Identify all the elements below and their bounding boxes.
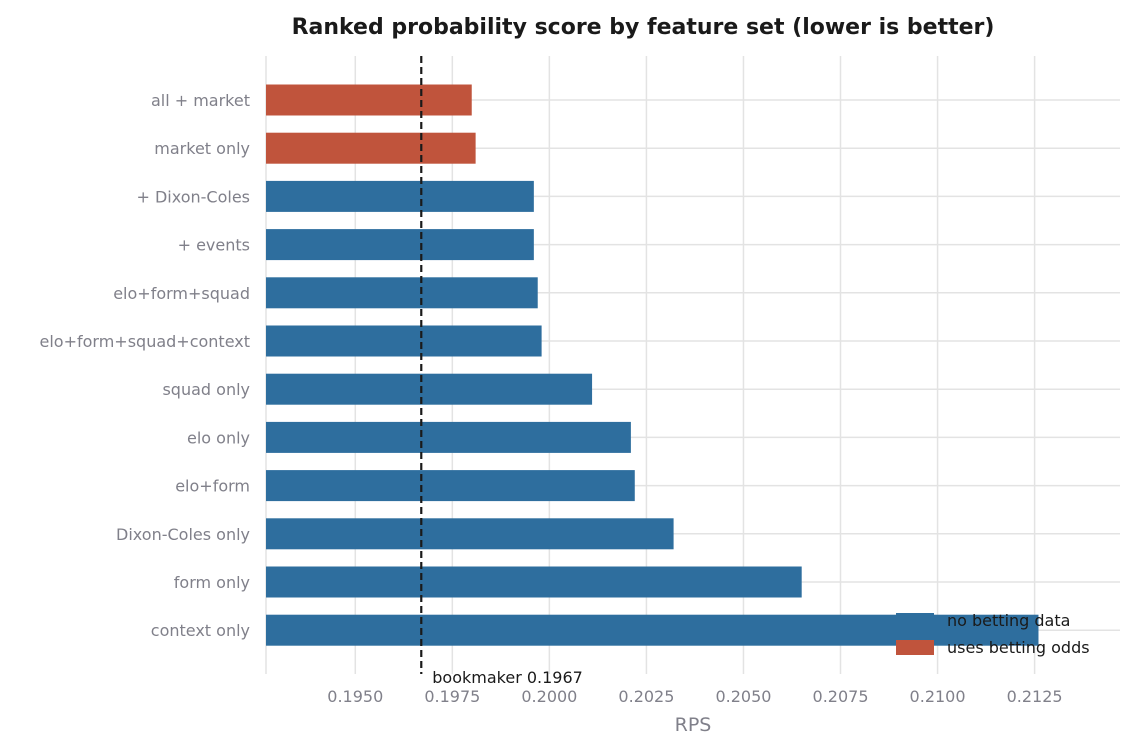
x-tick-label: 0.2100 — [910, 687, 966, 706]
y-tick-label: + Dixon-Coles — [136, 187, 250, 206]
x-tick-label: 0.1975 — [424, 687, 480, 706]
bar — [266, 373, 593, 405]
y-tick-label: + events — [178, 236, 250, 255]
x-tick-label: 0.2125 — [1007, 687, 1063, 706]
bar — [266, 421, 631, 453]
y-tick-labels: all + market market only + Dixon-Coles + ev… — [40, 91, 251, 640]
bar — [266, 566, 802, 598]
y-tick-label: elo only — [187, 428, 250, 447]
bar — [266, 325, 542, 357]
y-tick-label: elo+form+squad+context — [40, 332, 251, 351]
bookmaker-annotation: bookmaker 0.1967 — [432, 668, 583, 687]
bar — [266, 518, 674, 550]
x-tick-label: 0.2025 — [618, 687, 674, 706]
bar — [266, 84, 472, 116]
legend-swatch — [896, 613, 934, 628]
legend-label: uses betting odds — [947, 638, 1090, 657]
legend-label: no betting data — [947, 611, 1070, 630]
y-tick-label: market only — [154, 139, 250, 158]
bar — [266, 132, 476, 164]
bar — [266, 180, 534, 212]
y-tick-label: Dixon-Coles only — [116, 525, 250, 544]
chart-title: Ranked probability score by feature set … — [292, 15, 995, 40]
y-tick-label: squad only — [162, 380, 250, 399]
y-tick-label: elo+form — [175, 477, 250, 496]
y-tick-label: elo+form+squad — [113, 284, 250, 303]
y-tick-label: context only — [151, 621, 250, 640]
bar — [266, 277, 538, 309]
x-axis-label: RPS — [675, 714, 712, 736]
x-tick-labels: 0.1950 0.1975 0.2000 0.2025 0.2050 0.2075 0.21… — [327, 687, 1062, 706]
bar — [266, 229, 534, 261]
bar-layer — [266, 84, 1039, 646]
x-tick-label: 0.2075 — [813, 687, 869, 706]
x-tick-label: 0.1950 — [327, 687, 383, 706]
bar — [266, 470, 635, 502]
legend: no betting data uses betting odds — [896, 611, 1090, 657]
y-tick-label: all + market — [151, 91, 250, 110]
x-tick-label: 0.2000 — [521, 687, 577, 706]
x-tick-label: 0.2050 — [715, 687, 771, 706]
y-tick-label: form only — [174, 573, 250, 592]
reference-layer: bookmaker 0.1967 — [420, 56, 583, 687]
legend-swatch — [896, 640, 934, 655]
